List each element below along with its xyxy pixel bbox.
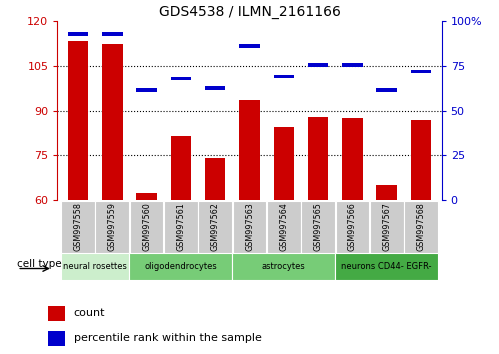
Bar [68,41,88,200]
Text: astrocytes: astrocytes [262,262,306,271]
Bar [336,200,369,253]
Bar [205,158,226,200]
Text: percentile rank within the sample: percentile rank within the sample [74,333,262,343]
Text: GSM997567: GSM997567 [382,202,391,251]
Bar [239,45,260,48]
Bar [48,331,65,346]
Bar [233,200,266,253]
Bar [308,63,328,67]
Bar [199,200,232,253]
Bar [376,88,397,92]
Bar [233,253,335,280]
Text: GSM997564: GSM997564 [279,202,288,251]
Bar [102,32,123,35]
Bar [171,136,191,200]
Bar [68,32,88,35]
Text: neural rosettes: neural rosettes [63,262,127,271]
Bar [411,120,431,200]
Text: GSM997563: GSM997563 [245,202,254,251]
Text: GSM997568: GSM997568 [417,202,426,251]
Bar [404,200,438,253]
Text: GSM997562: GSM997562 [211,202,220,251]
Text: neurons CD44- EGFR-: neurons CD44- EGFR- [341,262,432,271]
Bar [102,44,123,200]
Text: oligodendrocytes: oligodendrocytes [145,262,217,271]
Text: GSM997565: GSM997565 [313,202,323,251]
Text: GSM997560: GSM997560 [142,202,151,251]
Bar [411,69,431,73]
Bar [342,118,363,200]
Bar [48,306,65,321]
Bar [95,200,129,253]
Bar [273,127,294,200]
Bar [342,63,363,67]
Bar [205,86,226,90]
Bar [130,200,163,253]
Text: count: count [74,308,105,318]
Text: GSM997566: GSM997566 [348,202,357,251]
Text: GSM997558: GSM997558 [73,202,82,251]
Text: GSM997561: GSM997561 [176,202,186,251]
Bar [308,116,328,200]
Bar [61,253,129,280]
Bar [370,200,404,253]
Title: GDS4538 / ILMN_2161166: GDS4538 / ILMN_2161166 [159,5,340,19]
Bar [376,185,397,200]
Bar [136,88,157,92]
Bar [129,253,233,280]
Bar [171,77,191,80]
Text: GSM997559: GSM997559 [108,202,117,251]
Bar [301,200,335,253]
Text: cell type: cell type [17,259,62,269]
Bar [136,193,157,200]
Bar [335,253,438,280]
Bar [164,200,198,253]
Bar [273,75,294,79]
Bar [239,100,260,200]
Bar [61,200,95,253]
Bar [267,200,300,253]
